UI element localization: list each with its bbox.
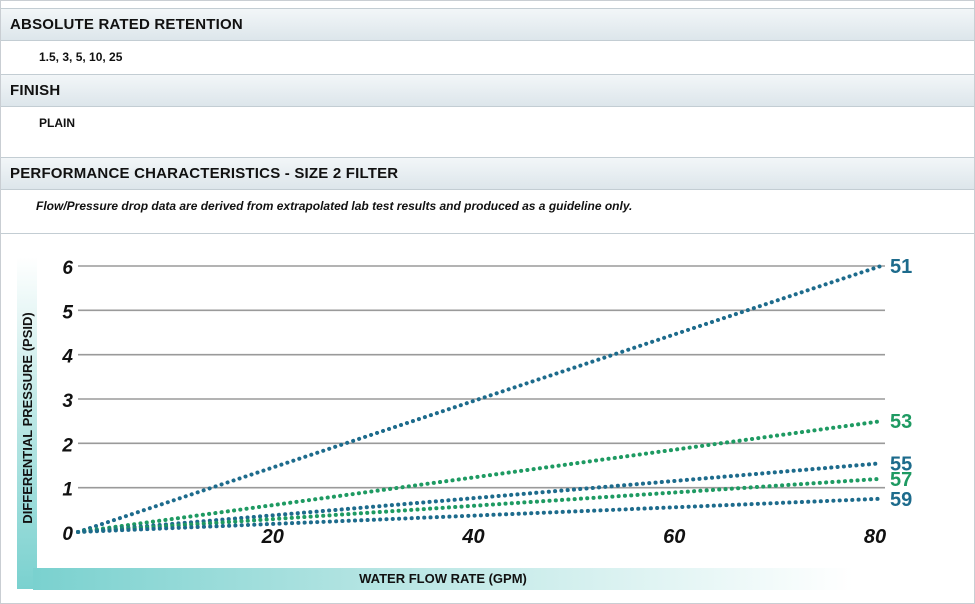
y-tick-label: 1 xyxy=(62,480,73,501)
x-axis-label: WATER FLOW RATE (GPM) xyxy=(359,571,527,586)
x-tick-label: 20 xyxy=(261,526,284,548)
series-line-57 xyxy=(76,476,883,534)
y-tick-label: 2 xyxy=(61,435,73,456)
x-tick-label: 80 xyxy=(864,526,886,548)
series-label-57: 57 xyxy=(890,469,912,491)
retention-value: 1.5, 3, 5, 10, 25 xyxy=(1,41,974,74)
y-tick-label: 6 xyxy=(62,258,73,279)
y-tick-label: 3 xyxy=(62,391,73,412)
y-tick-label: 0 xyxy=(62,524,73,545)
series-line-59 xyxy=(76,496,883,534)
chart-area xyxy=(1,233,974,603)
performance-header: PERFORMANCE CHARACTERISTICS - SIZE 2 FIL… xyxy=(1,157,974,190)
tick-labels: 0 1 2 3 4 5 6 20 40 60 80 xyxy=(61,258,886,548)
series-label-51: 51 xyxy=(890,256,912,278)
performance-note: Flow/Pressure drop data are derived from… xyxy=(1,190,974,223)
retention-header: ABSOLUTE RATED RETENTION xyxy=(1,8,974,41)
y-axis-label: DIFFERENTIAL PRESSURE (PSID) xyxy=(20,312,35,523)
x-tick-label: 40 xyxy=(461,526,484,548)
series-label-53: 53 xyxy=(890,411,912,433)
grid-lines xyxy=(78,265,885,489)
y-tick-label: 5 xyxy=(62,302,73,323)
y-axis-band xyxy=(17,257,37,589)
series-line-51 xyxy=(76,264,883,534)
series-label-59: 59 xyxy=(890,489,912,511)
finish-header: FINISH xyxy=(1,74,974,107)
series-line-55 xyxy=(76,461,883,534)
y-tick-label: 4 xyxy=(61,347,73,368)
x-tick-label: 60 xyxy=(663,526,685,548)
series-label-55: 55 xyxy=(890,453,912,475)
series-line-53 xyxy=(76,419,883,534)
x-axis-band xyxy=(33,568,853,590)
finish-value: PLAIN xyxy=(1,107,974,140)
